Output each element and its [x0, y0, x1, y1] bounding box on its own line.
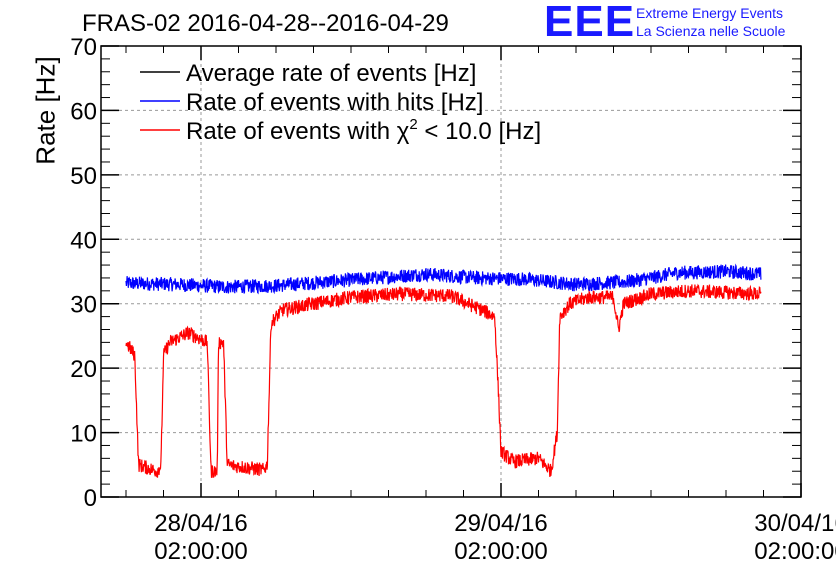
- x-tick-label-time: 02:00:00: [154, 538, 247, 565]
- y-tick-label: 10: [70, 421, 97, 448]
- series-lines: [125, 263, 762, 478]
- legend-label-sup: 2: [409, 116, 417, 133]
- legend-label: Average rate of events [Hz]: [186, 60, 476, 87]
- eee-logo: EEE: [544, 0, 636, 46]
- y-tick-label: 40: [70, 227, 97, 254]
- axis-ticks: 01020304050607028/04/1602:00:0029/04/160…: [70, 34, 836, 565]
- x-tick-label-date: 28/04/16: [154, 510, 247, 537]
- legend-label: Rate of events with hits [Hz]: [186, 89, 483, 116]
- legend: Average rate of events [Hz]Rate of event…: [140, 60, 541, 145]
- series-line: [125, 263, 762, 295]
- x-tick-label-date: 30/04/16: [754, 510, 836, 537]
- x-tick-label-time: 02:00:00: [754, 538, 836, 565]
- y-tick-label: 50: [70, 163, 97, 190]
- legend-label-main: Rate of events with χ: [186, 118, 410, 145]
- y-axis-label: Rate [Hz]: [30, 56, 61, 165]
- x-tick-label-date: 29/04/16: [454, 510, 547, 537]
- chart-title: FRAS-02 2016-04-28--2016-04-29: [82, 10, 449, 37]
- y-tick-label: 0: [84, 485, 97, 512]
- plot-frame: [100, 45, 802, 498]
- x-tick-label-time: 02:00:00: [454, 538, 547, 565]
- logo-caption-line2: La Scienza nelle Scuole: [636, 23, 786, 39]
- logo-caption-line1: Extreme Energy Events: [636, 5, 784, 21]
- legend-label: Rate of events with χ2 < 10.0 [Hz]: [186, 116, 541, 145]
- y-tick-label: 30: [70, 292, 97, 319]
- y-tick-label: 60: [70, 98, 97, 125]
- series-line: [125, 283, 762, 478]
- y-tick-label: 20: [70, 356, 97, 383]
- y-tick-label: 70: [70, 34, 97, 61]
- legend-label-tail: < 10.0 [Hz]: [418, 118, 541, 145]
- logo-caption: Extreme Energy Events La Scienza nelle S…: [636, 4, 785, 40]
